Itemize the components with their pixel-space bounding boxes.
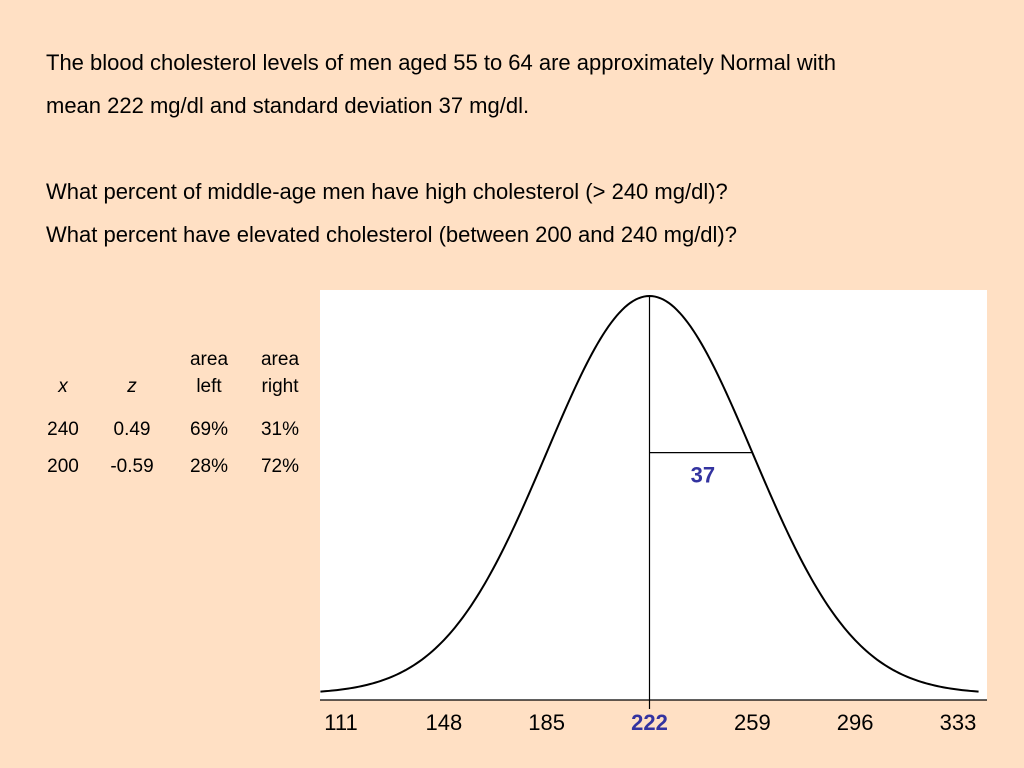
question-elevated-cholesterol: What percent have elevated cholesterol (… — [46, 222, 737, 247]
header-area-right-bottom: right — [261, 376, 299, 397]
intro-paragraph: The blood cholesterol levels of men aged… — [46, 41, 836, 127]
cell-area-right: 31% — [260, 419, 300, 440]
table-header-row: x z area left area right — [34, 346, 314, 412]
table-row: 240 0.49 69% 31% — [34, 412, 314, 449]
cell-area-left: 69% — [189, 419, 229, 440]
cell-z: -0.59 — [110, 456, 154, 477]
x-tick-label: 148 — [425, 710, 462, 735]
header-z: z — [92, 346, 172, 412]
header-x: x — [34, 346, 92, 412]
cell-area-right: 72% — [260, 456, 300, 477]
intro-line-1: The blood cholesterol levels of men aged… — [46, 50, 836, 75]
questions-paragraph: What percent of middle-age men have high… — [46, 170, 737, 256]
x-tick-label: 185 — [528, 710, 565, 735]
cell-area-left: 28% — [189, 456, 229, 477]
x-tick-label: 111 — [324, 710, 357, 735]
header-area-right-top: area — [260, 349, 300, 370]
plot-area — [320, 290, 987, 700]
x-tick-label: 296 — [837, 710, 874, 735]
header-area-left-top: area — [189, 349, 229, 370]
cell-z: 0.49 — [113, 419, 151, 440]
x-tick-label: 222 — [631, 710, 668, 735]
header-z-bottom: z — [127, 376, 137, 397]
header-area-left: area left — [172, 346, 246, 412]
x-tick-label: 333 — [940, 710, 977, 735]
header-area-left-bottom: left — [196, 376, 222, 397]
table-row: 200 -0.59 28% 72% — [34, 449, 314, 486]
sd-label: 37 — [691, 463, 715, 488]
z-score-table: x z area left area right 240 0.49 69% 31… — [34, 346, 314, 486]
cell-x: 240 — [47, 419, 79, 440]
header-area-right: area right — [246, 346, 314, 412]
x-tick-label: 259 — [734, 710, 771, 735]
intro-line-2: mean 222 mg/dl and standard deviation 37… — [46, 93, 530, 118]
question-high-cholesterol: What percent of middle-age men have high… — [46, 179, 728, 204]
cell-x: 200 — [47, 456, 79, 477]
header-x-bottom: x — [58, 376, 68, 397]
